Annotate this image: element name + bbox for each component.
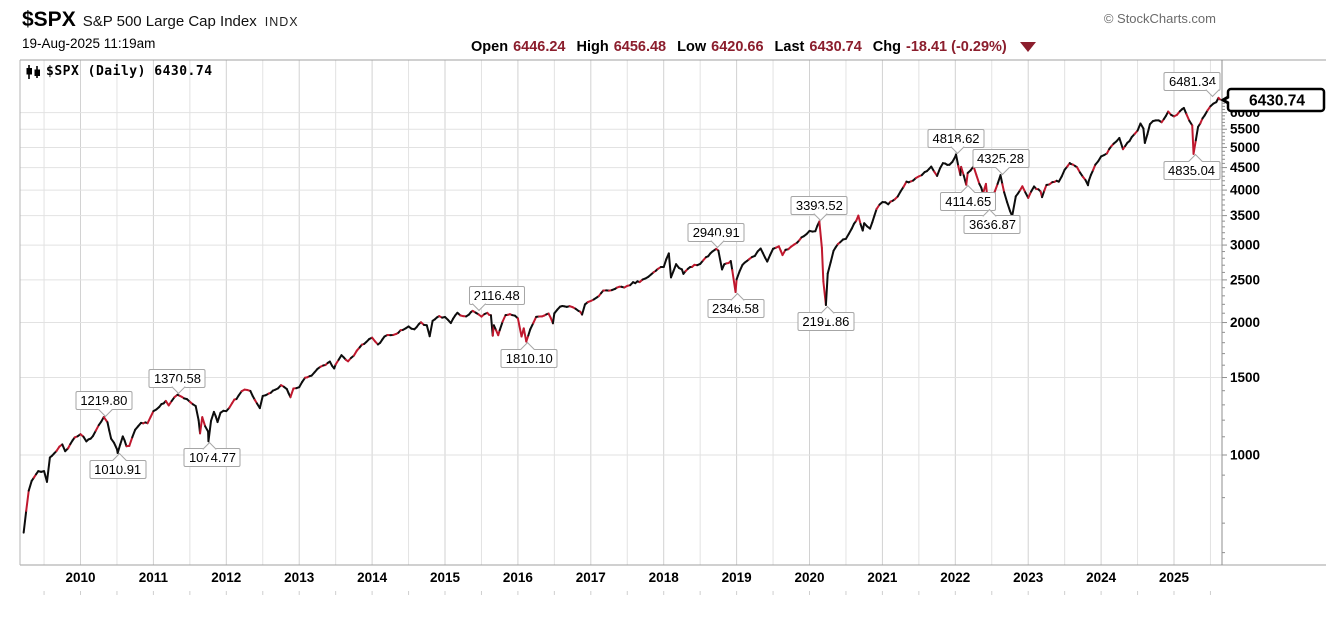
quote-label: Last	[774, 39, 805, 55]
x-tick-label: 2015	[430, 570, 461, 585]
x-tick-label: 2025	[1159, 570, 1190, 585]
quote-value: -18.41 (-0.29%)	[905, 39, 1007, 55]
price-series	[22, 96, 1221, 534]
y-tick-label: 4000	[1230, 183, 1260, 198]
y-tick-label: 3500	[1230, 208, 1260, 223]
quote-label: Open	[471, 39, 509, 55]
y-tick-label: 4500	[1230, 160, 1260, 175]
y-tick-label: 1500	[1230, 370, 1260, 385]
y-tick-label: 3000	[1230, 238, 1260, 253]
x-tick-label: 2017	[576, 570, 606, 585]
candlestick-icon	[26, 65, 40, 79]
x-tick-label: 2019	[722, 570, 752, 585]
exchange: INDX	[264, 15, 299, 29]
date-time: 19-Aug-2025 11:19am	[22, 36, 156, 51]
x-tick-label: 2018	[649, 570, 680, 585]
x-tick-label: 2020	[794, 570, 824, 585]
y-tick-label: 5000	[1230, 140, 1260, 155]
x-tick-label: 2021	[867, 570, 898, 585]
quote-label: Low	[677, 39, 707, 55]
symbol-name: S&P 500 Large Cap Index	[82, 13, 257, 30]
quote-value: 6430.74	[809, 39, 862, 55]
last-price-value: 6430.74	[1249, 93, 1305, 110]
y-tick-label: 1000	[1230, 448, 1260, 463]
chart-legend: $SPX (Daily) 6430.74	[25, 64, 213, 82]
quote-value: 6446.24	[513, 39, 566, 55]
copyright: © StockCharts.com	[1103, 11, 1216, 26]
x-tick-label: 2022	[940, 570, 970, 585]
x-tick-label: 2013	[284, 570, 315, 585]
gridlines	[20, 60, 1222, 595]
y-tick-label: 2000	[1230, 315, 1260, 330]
y-tick-label: 2500	[1230, 272, 1260, 287]
quote-value: 6456.48	[613, 39, 667, 55]
x-tick-label: 2016	[503, 570, 534, 585]
y-tick-label: 5500	[1230, 122, 1260, 137]
x-tick-label: 2023	[1013, 570, 1044, 585]
x-tick-label: 2014	[357, 570, 388, 585]
quote-value: 6420.66	[711, 39, 764, 55]
change-down-triangle-icon	[1019, 42, 1036, 52]
title-row: $SPX S&P 500 Large Cap Index INDX	[22, 8, 299, 32]
plot-frame	[19, 59, 1326, 566]
x-tick-label: 2010	[65, 570, 95, 585]
quote-label: Chg	[872, 39, 901, 55]
x-tick-label: 2011	[139, 570, 169, 585]
last-price-bubble: 6430.74	[1220, 87, 1326, 113]
ohlc-quote-row: Open 6446.24 High 6456.48 Low 6420.66 Last 6430…	[471, 38, 1036, 56]
axes: 6000550050004500400035003000250020001500…	[65, 99, 1260, 585]
legend-text: $SPX (Daily) 6430.74	[46, 64, 213, 79]
quote-label: High	[576, 39, 609, 55]
x-tick-label: 2024	[1086, 570, 1117, 585]
symbol: $SPX	[22, 8, 76, 31]
x-tick-label: 2012	[211, 570, 241, 585]
